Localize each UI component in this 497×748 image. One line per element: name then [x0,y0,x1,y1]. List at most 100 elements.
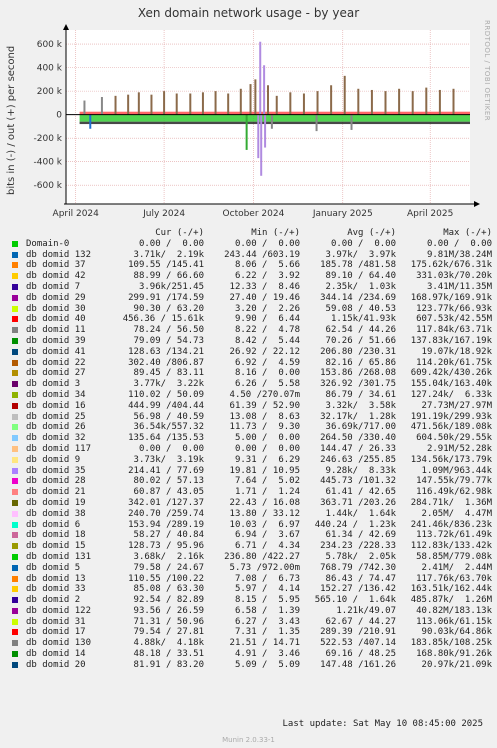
legend-max: 331.03k/70.20k [416,271,492,282]
legend-min: 6.22 / 3.92 [234,271,300,282]
legend-cur: 79.09 / 54.73 [133,335,204,346]
legend-max: 1.09M/963.44k [421,465,492,476]
legend-name: db domid 28 [26,476,86,487]
legend-name: db domid 29 [26,292,86,303]
legend-swatch [12,564,18,571]
legend-cur: 56.98 / 40.59 [133,411,204,422]
legend-min: 0.00 / 0.00 [234,238,300,249]
legend-cur: 3.68k/ 2.16k [133,551,204,562]
legend-max: 2.41M/ 2.44M [421,562,492,573]
legend-row: db domid 25 56.98 / 40.59 13.08 / 8.63 32.1… [12,412,492,423]
legend-avg: 61.34 / 42.69 [325,530,396,541]
legend-min: 8.22 / 4.78 [234,325,300,336]
legend-min: 8.42 / 5.44 [234,335,300,346]
legend-cur: 93.56 / 26.59 [133,605,204,616]
legend-swatch [12,283,18,290]
legend-avg: 62.54 / 44.26 [325,325,396,336]
legend-cur: 4.88k/ 4.18k [133,638,204,649]
legend-name: db domid 20 [26,659,86,670]
legend-avg: 565.10 / 1.64k [314,595,396,606]
legend-row: db domid 21 60.87 / 43.05 1.71 / 1.24 61.41… [12,487,492,498]
legend-swatch [12,327,18,334]
legend-name: db domid 13 [26,573,86,584]
legend-min: 7.64 / 5.02 [234,476,300,487]
legend-avg: 206.80 /230.31 [320,346,396,357]
legend-name: db domid 117 [26,443,92,454]
legend-swatch [12,478,18,485]
legend-min: 9.90 / 6.44 [234,314,300,325]
legend-avg: 59.08 / 40.53 [325,303,396,314]
legend-name: db domid 27 [26,368,86,379]
legend-row: db domid 3 3.77k/ 3.22k 6.26 / 5.58 326.92 … [12,379,492,390]
network-usage-chart: 600 k 400 k 200 k 0 -200 k -400 k -600 k April… [34,24,480,219]
munin-version: Munin 2.0.33-1 [222,736,275,744]
legend-cur: 135.64 /135.53 [128,433,204,444]
legend-cur: 3.73k/ 3.19k [133,454,204,465]
legend-avg: 344.14 /234.69 [320,292,396,303]
y-tick-label: 0 [56,111,62,121]
legend-name: db domid 15 [26,541,86,552]
legend-row: db domid 6 153.94 /289.19 10.03 / 6.97 440.… [12,520,492,531]
x-ticks: April 2024 July 2024 October 2024 January 2… [53,209,454,219]
legend-avg: 153.86 /268.08 [320,368,396,379]
legend-name: db domid 31 [26,616,86,627]
legend-max: 27.73M/27.97M [421,400,492,411]
legend-avg: 70.26 / 51.66 [325,335,396,346]
legend-name: db domid 6 [26,519,81,530]
legend-name: db domid 35 [26,465,86,476]
legend-swatch [12,359,18,366]
legend-row: db domid 117 0.00 / 0.00 0.00 / 0.00 144.47… [12,444,492,455]
legend-row: db domid 130 4.88k/ 4.18k 21.51 / 14.71 522… [12,638,492,649]
legend-cur: 3.71k/ 2.19k [133,249,204,260]
legend-cur: 299.91 /174.59 [128,292,204,303]
legend-min: 7.31 / 1.35 [234,627,300,638]
legend-swatch [12,316,18,323]
legend-avg: 69.16 / 48.25 [325,649,396,660]
legend-max: 112.83k/133.42k [410,541,492,552]
legend-swatch [12,489,18,496]
legend-swatch [12,597,18,604]
legend-header: Cur (-/+) Min (-/+) Avg (-/+) Max (-/+) [12,228,492,239]
legend-max: 284.71k/ 1.36M [410,497,492,508]
legend-rows: Domain-0 0.00 / 0.00 0.00 / 0.00 0.00 / 0.0… [12,239,492,671]
legend-swatch [12,618,18,625]
legend-avg: 0.00 / 0.00 [330,238,396,249]
legend-min: 8.15 / 5.95 [234,595,300,606]
legend-min: 8.06 / 5.66 [234,260,300,271]
legend-min: 22.43 / 16.08 [229,497,300,508]
legend-min: 0.00 / 0.00 [234,443,300,454]
legend-cur: 88.99 / 66.60 [133,271,204,282]
y-tick-label: 200 k [37,87,63,97]
legend-row: db domid 13 110.55 /100.22 7.08 / 6.73 86.4… [12,574,492,585]
legend-row: db domid 27 89.45 / 83.11 8.16 / 0.00 153.8… [12,368,492,379]
legend-row: db domid 39 79.09 / 54.73 8.42 / 5.44 70.26… [12,336,492,347]
legend-swatch [12,510,18,517]
legend-avg: 1.21k/49.07 [336,605,396,616]
legend-name: db domid 41 [26,346,86,357]
legend-min: 6.92 / 4.59 [234,357,300,368]
legend-avg: 234.23 /228.33 [320,541,396,552]
legend-name: db domid 40 [26,314,86,325]
legend-min: 4.50 /270.07m [229,389,300,400]
legend-avg: 264.50 /330.40 [320,433,396,444]
legend-swatch [12,337,18,344]
legend-name: db domid 130 [26,638,92,649]
legend-row: db domid 20 81.91 / 83.20 5.09 / 5.09 147.4… [12,660,492,671]
legend-swatch [12,445,18,452]
chart-title: Xen domain network usage - by year [137,6,360,20]
legend-min: 6.27 / 3.43 [234,616,300,627]
legend-row: db domid 11 78.24 / 56.50 8.22 / 4.78 62.54… [12,325,492,336]
x-tick-label: January 2025 [312,209,373,219]
legend-name: db domid 42 [26,271,86,282]
legend-swatch [12,348,18,355]
legend-name: db domid 2 [26,595,81,606]
legend-max: 9.81M/38.24M [426,249,492,260]
header-avg: Avg (-/+) [347,228,396,238]
legend-max: 2.05M/ 4.47M [421,508,492,519]
legend-min: 6.71 / 4.34 [234,541,300,552]
legend-swatch [12,424,18,431]
legend-avg: 246.63 /255.85 [320,454,396,465]
legend-name: db domid 5 [26,562,81,573]
legend-min: 10.03 / 6.97 [229,519,300,530]
legend-swatch [12,402,18,409]
